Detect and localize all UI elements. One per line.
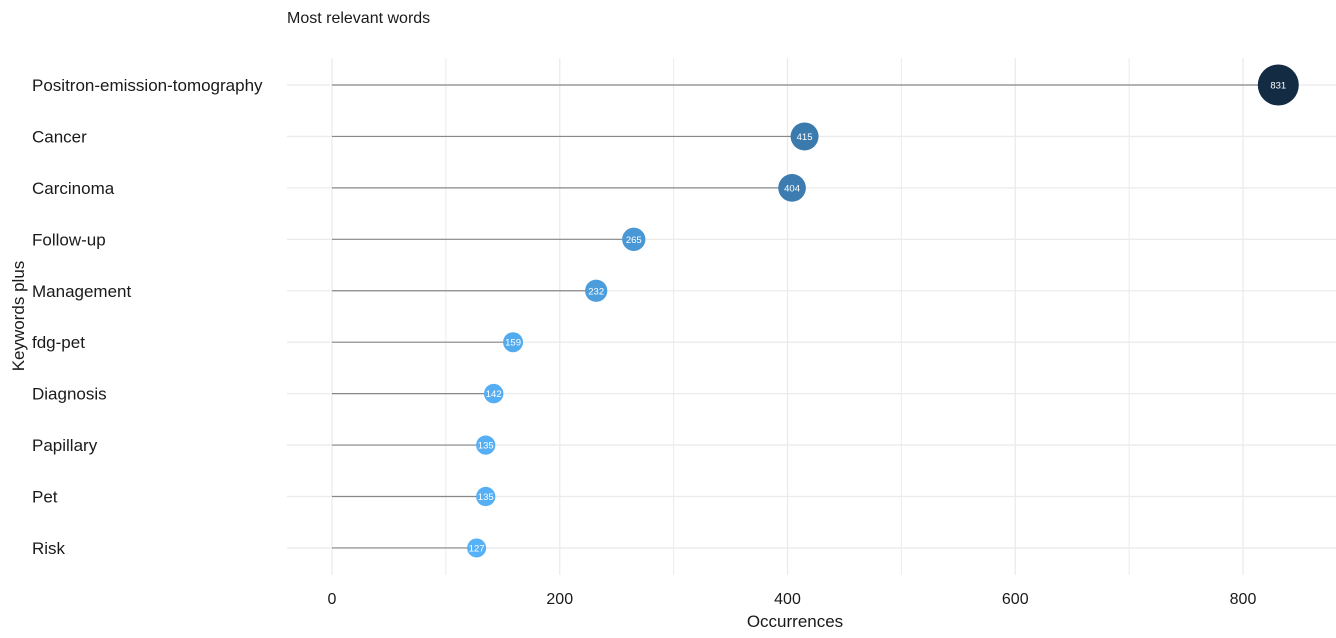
x-axis-label: Occurrences: [747, 612, 843, 631]
data-label: 265: [626, 235, 642, 246]
y-axis-label: Keywords plus: [9, 261, 28, 372]
lollipop-point: [778, 174, 806, 202]
lollipop-point: [476, 435, 496, 455]
y-tick-label: Pet: [32, 488, 58, 507]
chart-title: Most relevant words: [287, 10, 430, 27]
data-label: 415: [797, 132, 813, 143]
y-tick-labels: Positron-emission-tomography Cancer Carcin…: [32, 76, 263, 558]
lollipop-point: [1257, 64, 1299, 106]
lollipop-point: [483, 383, 504, 404]
x-tick-label: 400: [774, 591, 801, 608]
lollipop-point: [622, 227, 646, 251]
labels-layer: 831 415 404 265 232 159 142 135 135 127: [469, 81, 1287, 555]
data-label: 159: [505, 338, 521, 349]
x-tick-labels: 0 200 400 600 800: [328, 591, 1257, 608]
y-tick-label: Positron-emission-tomography: [32, 76, 263, 95]
y-tick-label: Follow-up: [32, 230, 106, 249]
y-tick-label: Papillary: [32, 436, 98, 455]
x-tick-label: 800: [1230, 591, 1257, 608]
x-tick-label: 200: [546, 591, 573, 608]
y-tick-label: Diagnosis: [32, 385, 107, 404]
y-tick-label: Cancer: [32, 127, 87, 146]
lollipop-point: [585, 279, 608, 302]
lollipop-point: [476, 486, 496, 507]
data-label: 404: [784, 183, 800, 194]
points-layer: [467, 64, 1299, 558]
stems-layer: [332, 84, 1279, 549]
data-label: 135: [478, 441, 494, 452]
x-tick-label: 600: [1002, 591, 1029, 608]
data-label: 127: [469, 543, 485, 554]
data-label: 135: [478, 492, 494, 503]
y-tick-label: Risk: [32, 539, 66, 558]
y-tick-label: Carcinoma: [32, 179, 115, 198]
data-label: 142: [486, 389, 502, 400]
lollipop-point: [790, 122, 819, 151]
y-tick-label: Management: [32, 282, 132, 301]
lollipop-point: [467, 538, 487, 558]
y-tick-label: fdg-pet: [32, 333, 85, 352]
data-label: 232: [588, 286, 604, 297]
lollipop-point: [503, 332, 524, 353]
x-tick-label: 0: [328, 591, 337, 608]
data-label: 831: [1270, 81, 1286, 92]
